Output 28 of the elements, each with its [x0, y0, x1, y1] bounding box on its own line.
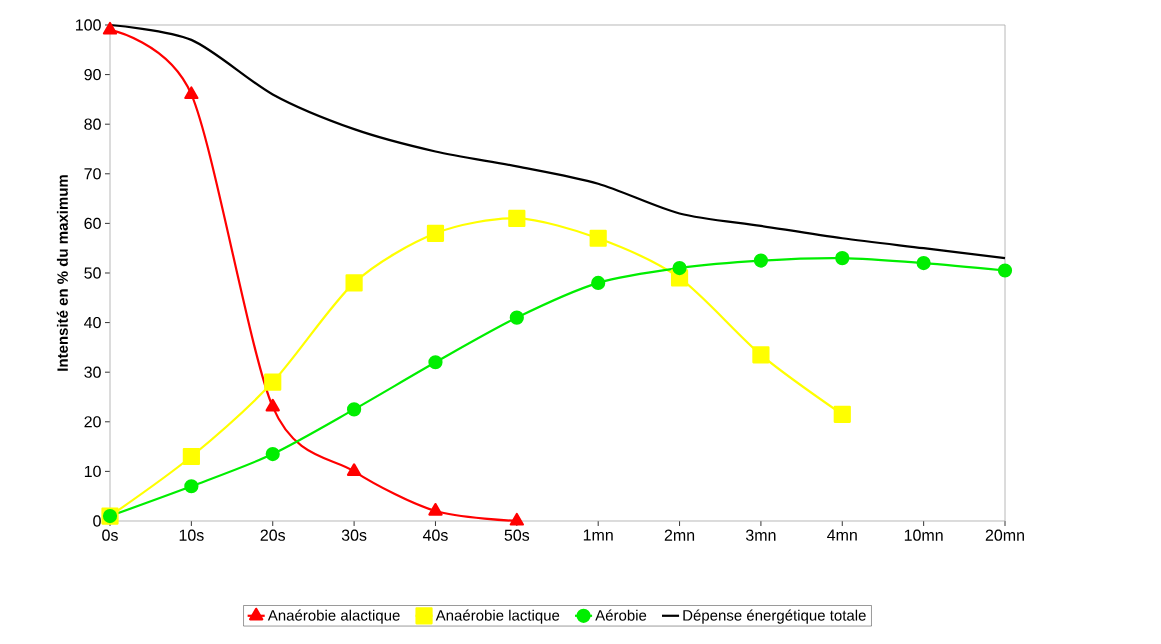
x-tick-label: 20s [260, 529, 286, 541]
legend-label: Dépense énergétique totale [683, 609, 866, 624]
y-tick-label: 30 [84, 366, 101, 378]
x-tick-label: 2mn [664, 529, 695, 541]
legend-label: Aérobie [595, 609, 647, 621]
x-tick-label: 10mn [904, 529, 943, 541]
x-tick-label: 3mn [745, 529, 776, 541]
y-tick-label: 20 [84, 416, 101, 428]
x-tick-label: 30s [341, 529, 367, 541]
y-axis-title: Intensité en % du maximum [56, 175, 68, 371]
y-tick-label: 70 [84, 168, 101, 180]
y-tick-label: 50 [84, 267, 101, 279]
x-tick-label: 50s [504, 529, 530, 541]
y-tick-label: 0 [93, 515, 101, 527]
y-tick-label: 90 [84, 68, 101, 81]
x-tick-label: 40s [422, 529, 448, 541]
x-tick-label: 0s [102, 529, 118, 541]
legend-label: Anaérobie lactique [435, 609, 560, 624]
x-tick-label: 20mn [985, 529, 1024, 541]
y-tick-label: 100 [76, 19, 101, 31]
y-tick-label: 60 [84, 217, 101, 230]
x-tick-label: 10s [179, 529, 204, 541]
x-tick-label: 4mn [827, 529, 857, 541]
y-tick-label: 80 [84, 118, 101, 130]
legend-label: Anaérobie alactique [267, 609, 400, 624]
y-tick-label: 40 [84, 316, 101, 329]
y-tick-label: 10 [84, 465, 101, 478]
x-tick-label: 1mn [583, 529, 613, 541]
